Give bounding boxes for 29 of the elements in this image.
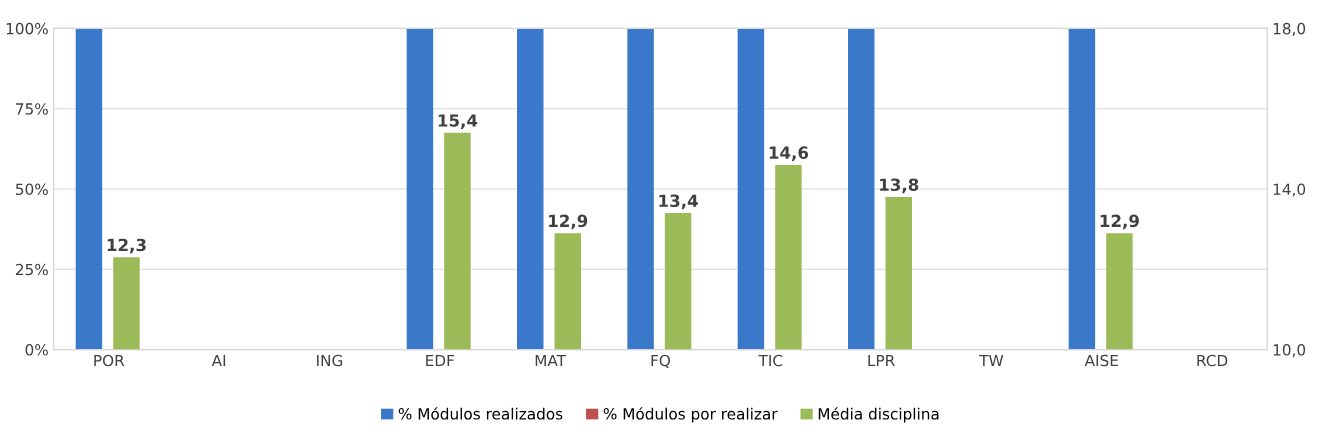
x-tick-label: EDF bbox=[426, 354, 454, 367]
data-label: 12,3 bbox=[107, 238, 146, 254]
legend-label: % Módulos realizados bbox=[398, 407, 563, 420]
x-tick-label: TW bbox=[979, 354, 1004, 367]
x-tick-label: ING bbox=[317, 354, 343, 367]
y-tick-label: 50% bbox=[16, 183, 48, 196]
data-label: 13,4 bbox=[659, 194, 698, 210]
data-label: 14,6 bbox=[769, 146, 809, 162]
y-tick-label: 100% bbox=[6, 22, 48, 35]
x-tick-label: TIC bbox=[758, 354, 783, 367]
data-label: 12,9 bbox=[549, 214, 588, 230]
y-tick-label: 25% bbox=[15, 263, 48, 276]
x-tick-label: POR bbox=[94, 354, 125, 367]
y2-tick-label: 14,0 bbox=[1273, 183, 1306, 197]
x-tick-label: AISE bbox=[1084, 354, 1118, 367]
x-tick-label: RCD bbox=[1197, 354, 1228, 367]
x-tick-label: LPR bbox=[868, 354, 895, 367]
y-tick-label: 75% bbox=[16, 103, 48, 115]
data-label: 15,4 bbox=[438, 114, 478, 129]
y-tick-label: 0% bbox=[25, 344, 48, 356]
x-tick-label: AI bbox=[211, 354, 226, 367]
x-tick-label: MAT bbox=[535, 354, 567, 367]
y2-tick-label: 10,0 bbox=[1273, 344, 1306, 358]
legend-label: % Módulos por realizar bbox=[603, 407, 778, 423]
x-tick-label: FQ bbox=[651, 354, 670, 369]
data-label: 13,8 bbox=[880, 178, 919, 194]
legend-label: Média disciplina bbox=[818, 407, 939, 423]
data-label: 12,9 bbox=[1100, 214, 1139, 230]
y2-tick-label: 18,0 bbox=[1273, 22, 1306, 36]
